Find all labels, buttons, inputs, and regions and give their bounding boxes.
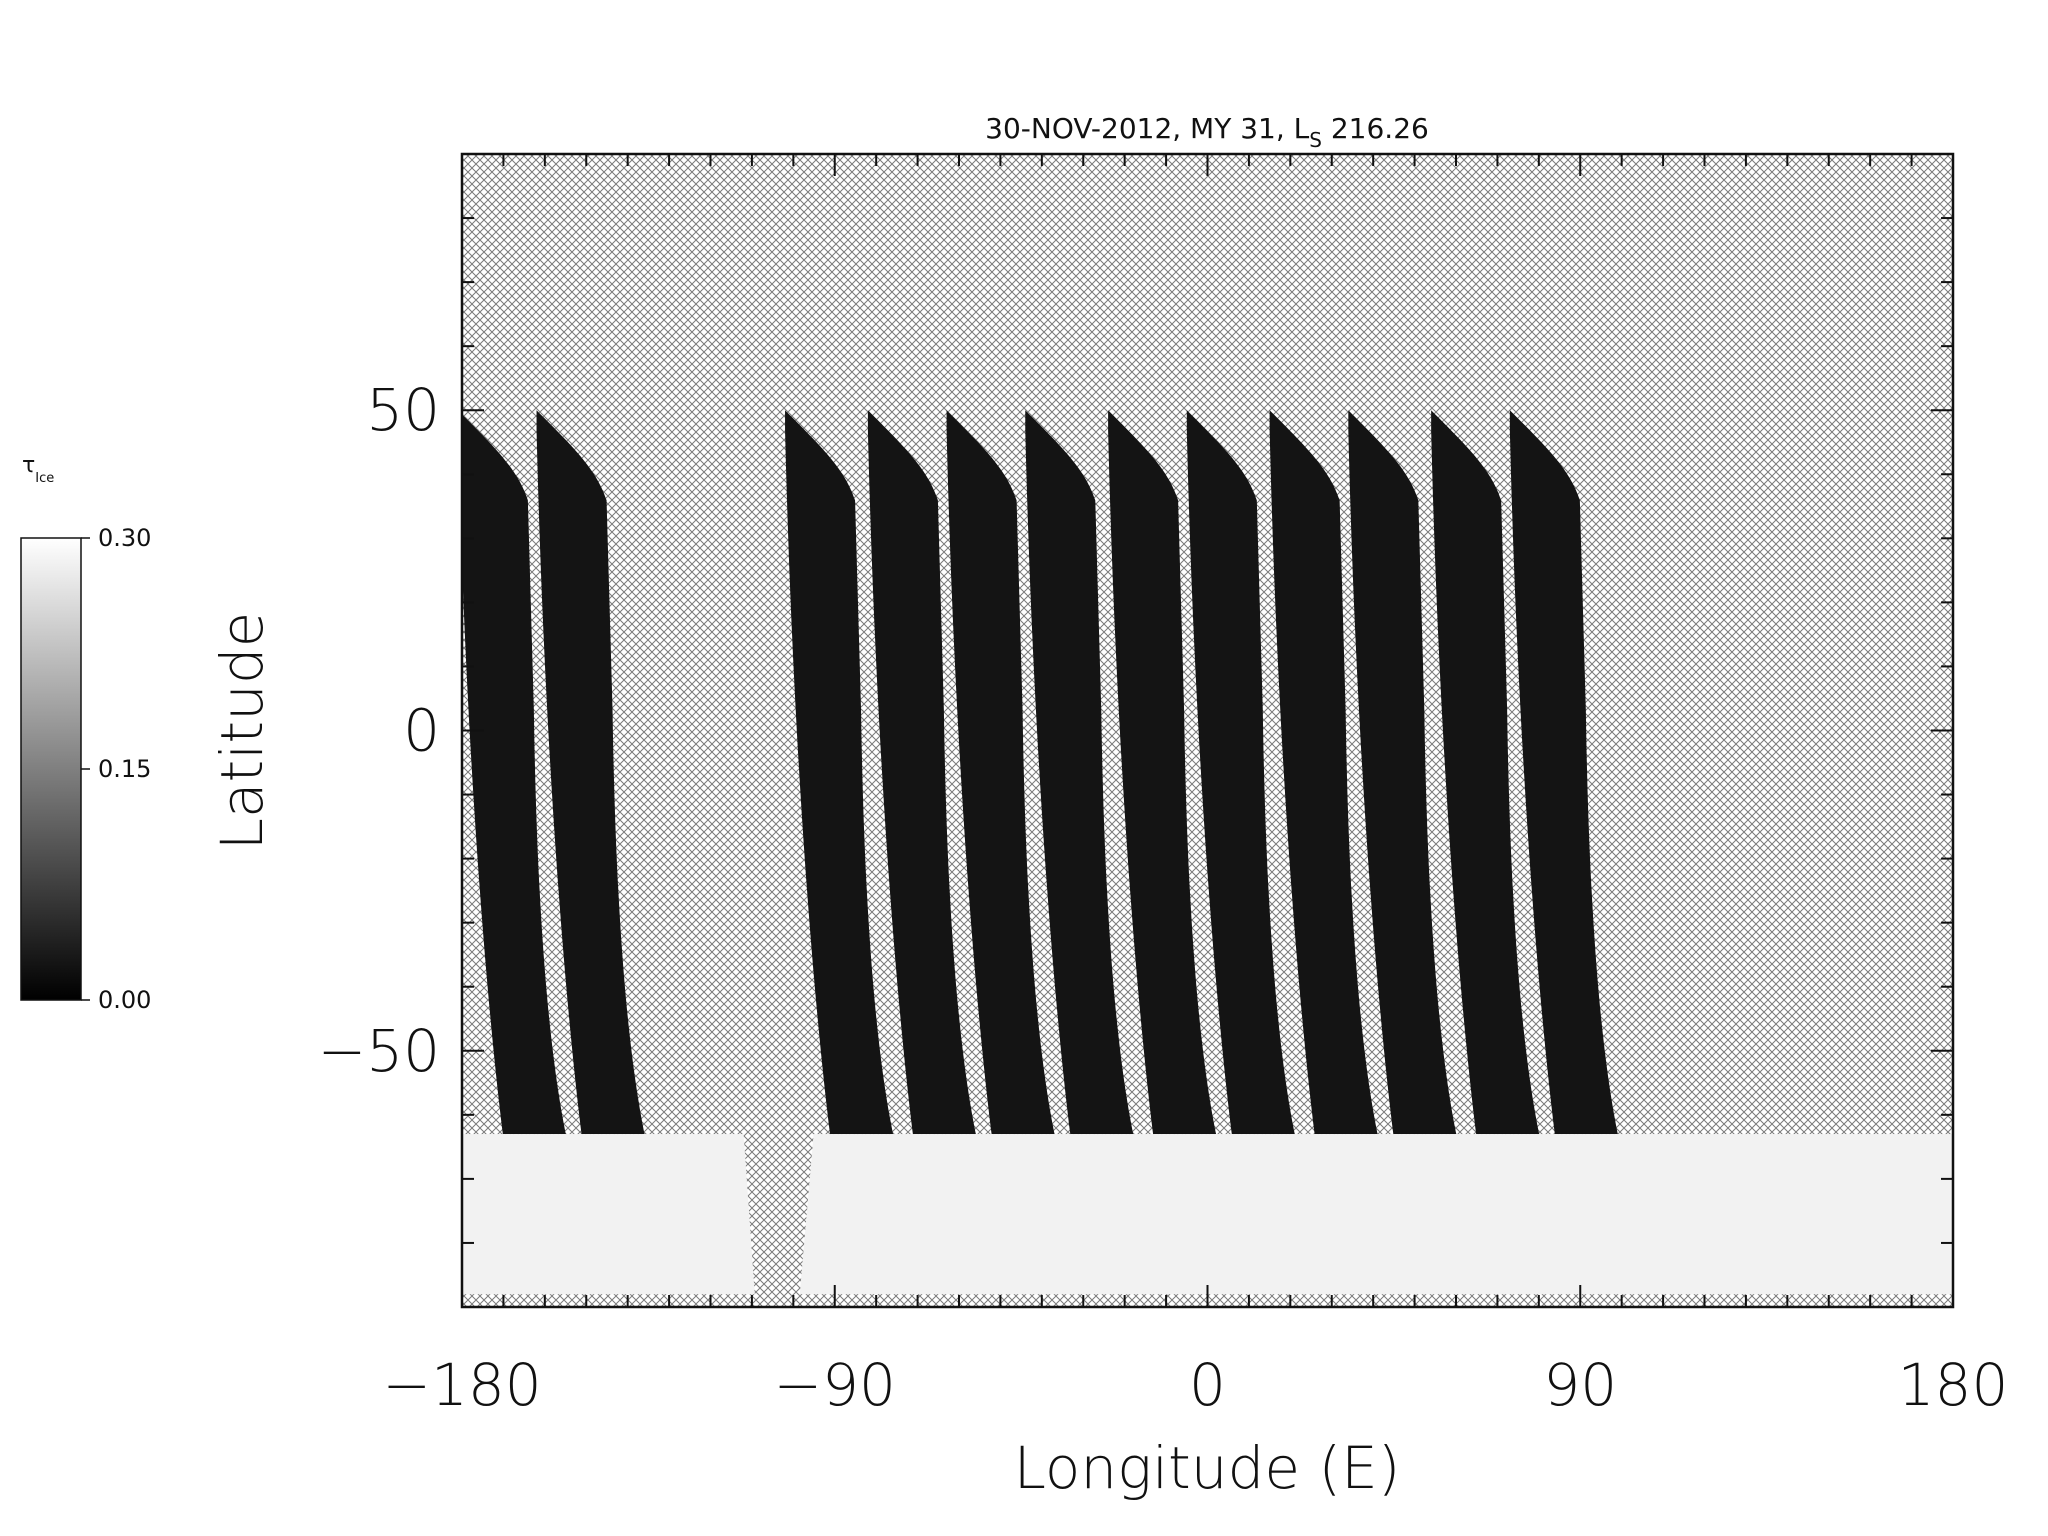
orbit-swath [1186, 410, 1295, 1135]
axis-ticks [461, 153, 1954, 1308]
orbit-swath [1509, 410, 1618, 1135]
colorbar: τIce 0.30 0.15 0.00 [20, 453, 151, 1014]
x-tick-label: 90 [1543, 1351, 1617, 1419]
x-tick-label: −180 [382, 1351, 541, 1419]
x-axis-label: Longitude (E) [1014, 1434, 1401, 1502]
title-suffix: 216.26 [1322, 112, 1429, 145]
y-axis-label: Latitude [208, 612, 276, 851]
chart-title: 30-NOV-2012, MY 31, LS 216.26 [985, 112, 1429, 152]
orbit-swath [1108, 410, 1217, 1135]
orbit-swath [867, 410, 976, 1135]
colorbar-tick-label: 0.30 [98, 524, 151, 552]
orbit-swath [946, 410, 1055, 1135]
orbit-swath [1348, 410, 1457, 1135]
colorbar-gradient [20, 537, 82, 1001]
plot-area [462, 154, 1953, 1307]
y-tick-label: −50 [318, 1017, 440, 1085]
y-tick-label: 0 [403, 697, 440, 765]
orbit-swath [1025, 410, 1134, 1135]
orbit-swath [462, 414, 566, 1135]
colorbar-tick-label: 0.00 [98, 986, 151, 1014]
orbit-swath [1269, 410, 1378, 1135]
x-tick-label: 180 [1898, 1351, 2009, 1419]
colorbar-ticks: 0.30 0.15 0.00 [81, 524, 151, 1014]
ice-band [462, 1134, 1953, 1295]
colorbar-label-subscript: Ice [35, 471, 54, 486]
title-subscript: S [1309, 128, 1322, 152]
orbit-swath [1431, 410, 1540, 1135]
y-tick-label: 50 [366, 376, 440, 444]
y-tick-labels: −50 0 50 [318, 376, 440, 1085]
x-tick-label: −90 [774, 1351, 896, 1419]
orbit-swath [536, 410, 645, 1135]
colorbar-tick-label: 0.15 [98, 755, 151, 783]
ice-gap [743, 1134, 814, 1307]
colorbar-label: τIce [22, 453, 54, 486]
orbit-swath [785, 410, 894, 1135]
orbit-swaths [462, 410, 1618, 1135]
x-tick-label: 0 [1189, 1351, 1226, 1419]
x-tick-labels: −180 −90 0 90 180 [382, 1351, 2008, 1419]
polar-ice-region [462, 1134, 1953, 1307]
